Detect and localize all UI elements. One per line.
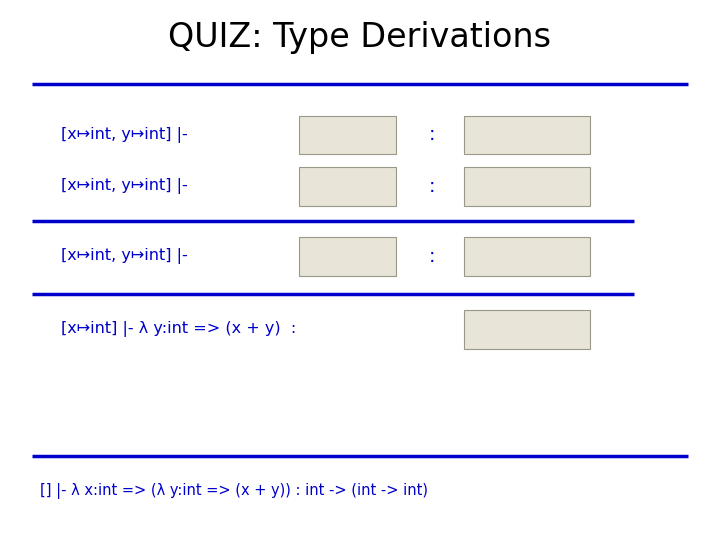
- Text: [x↦int] |- λ y:int => (x + y)  :: [x↦int] |- λ y:int => (x + y) :: [61, 321, 297, 338]
- Text: [x↦int, y↦int] |-: [x↦int, y↦int] |-: [61, 248, 188, 265]
- Text: [] |- λ x:int => (λ y:int => (x + y)) : int -> (int -> int): [] |- λ x:int => (λ y:int => (x + y)) : …: [40, 483, 428, 500]
- Bar: [464, 310, 590, 349]
- Text: QUIZ: Type Derivations: QUIZ: Type Derivations: [168, 21, 552, 55]
- Text: [x↦int, y↦int] |-: [x↦int, y↦int] |-: [61, 127, 188, 143]
- Bar: [464, 237, 590, 276]
- Text: :: :: [428, 247, 436, 266]
- Bar: [464, 167, 590, 206]
- Bar: [464, 116, 590, 154]
- Text: [x↦int, y↦int] |-: [x↦int, y↦int] |-: [61, 178, 188, 194]
- Bar: [299, 167, 396, 206]
- Text: :: :: [428, 177, 436, 196]
- Bar: [299, 116, 396, 154]
- Bar: [299, 237, 396, 276]
- Text: :: :: [428, 125, 436, 145]
